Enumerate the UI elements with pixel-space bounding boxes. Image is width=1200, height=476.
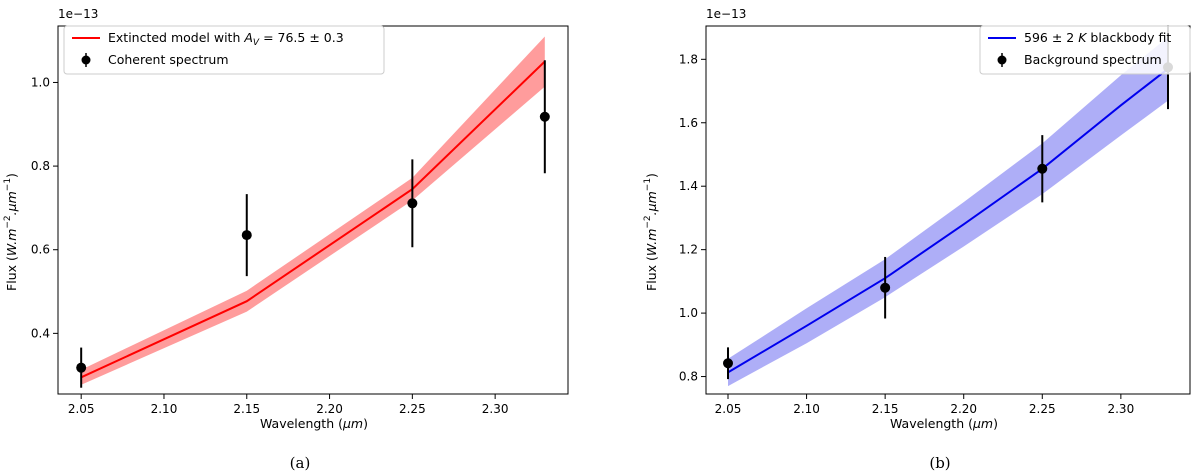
y-ticks: 0.4 0.6 0.8 1.0 xyxy=(31,75,58,340)
x-tick-label: 2.10 xyxy=(151,402,178,416)
data-point xyxy=(76,362,87,373)
y-multiplier: 1e−13 xyxy=(706,7,746,21)
legend: Extincted model with AV = 76.5 ± 0.3 Coh… xyxy=(63,25,385,75)
data-point xyxy=(1037,163,1048,174)
model-uncertainty-band xyxy=(81,36,545,385)
model-line xyxy=(727,68,1169,374)
model-line-layer xyxy=(727,68,1169,374)
legend-data-label: Background spectrum xyxy=(1024,52,1162,67)
model-band-layer xyxy=(81,36,545,385)
legend-model-label: Extincted model with AV = 76.5 ± 0.3 xyxy=(108,30,344,48)
panel-b: 2.05 2.10 2.15 2.20 2.25 2.30 0.8 1.0 1.2 1.4 1.6… xyxy=(643,7,1191,472)
legend-data-marker xyxy=(81,55,91,65)
x-ticks: 2.05 2.10 2.15 2.20 2.25 2.30 xyxy=(715,394,1134,416)
y-axis-label: Flux (W.m−2.μm−1) xyxy=(3,173,19,291)
panel-caption: (a) xyxy=(290,454,311,472)
y-tick-label: 1.4 xyxy=(679,179,698,193)
data-point xyxy=(723,358,733,369)
plot-frame xyxy=(705,25,1191,395)
x-tick-label: 2.30 xyxy=(482,402,509,416)
y-tick-label: 1.2 xyxy=(679,243,698,257)
data-points-layer xyxy=(76,60,550,388)
model-line xyxy=(80,60,546,379)
data-point xyxy=(539,111,550,122)
legend: 596 ± 2 K blackbody fit Background spect… xyxy=(979,25,1191,75)
x-axis-label: Wavelength (μm) xyxy=(890,416,998,431)
x-tick-label: 2.05 xyxy=(715,402,742,416)
legend-data-marker xyxy=(997,55,1007,65)
x-tick-label: 2.10 xyxy=(793,402,820,416)
data-point xyxy=(407,198,418,209)
y-tick-label: 0.6 xyxy=(31,243,50,257)
x-tick-label: 2.05 xyxy=(68,402,95,416)
model-uncertainty-band xyxy=(728,37,1168,387)
x-tick-label: 2.20 xyxy=(950,402,977,416)
x-tick-label: 2.15 xyxy=(233,402,260,416)
panel-a: 2.05 2.10 2.15 2.20 2.25 2.30 0.4 0.6 0.8 1.0 1e… xyxy=(3,7,569,472)
y-tick-label: 1.6 xyxy=(679,116,698,130)
x-tick-label: 2.30 xyxy=(1107,402,1134,416)
y-tick-label: 1.0 xyxy=(679,306,698,320)
x-tick-label: 2.25 xyxy=(1029,402,1056,416)
plot-frame xyxy=(57,25,569,395)
legend-box xyxy=(979,25,1191,75)
x-axis-label: Wavelength (μm) xyxy=(260,416,368,431)
y-tick-label: 1.0 xyxy=(31,75,50,89)
data-point xyxy=(880,282,891,293)
legend-model-label: 596 ± 2 K blackbody fit xyxy=(1024,30,1171,45)
x-tick-label: 2.20 xyxy=(316,402,343,416)
panel-caption: (b) xyxy=(929,454,950,472)
x-tick-label: 2.15 xyxy=(872,402,899,416)
y-tick-label: 1.8 xyxy=(679,52,698,66)
x-tick-label: 2.25 xyxy=(399,402,426,416)
y-ticks: 0.8 1.0 1.2 1.4 1.6 1.8 xyxy=(679,52,706,384)
data-point xyxy=(241,230,252,241)
y-tick-label: 0.4 xyxy=(31,326,50,340)
y-multiplier: 1e−13 xyxy=(58,7,98,21)
x-ticks: 2.05 2.10 2.15 2.20 2.25 2.30 xyxy=(68,394,509,416)
y-axis-label: Flux (W.m−2.μm−1) xyxy=(643,173,659,291)
model-line-layer xyxy=(80,60,546,379)
legend-data-label: Coherent spectrum xyxy=(108,52,229,67)
y-tick-label: 0.8 xyxy=(31,159,50,173)
y-tick-label: 0.8 xyxy=(679,370,698,384)
model-band-layer xyxy=(728,37,1168,387)
legend-box xyxy=(63,25,385,75)
